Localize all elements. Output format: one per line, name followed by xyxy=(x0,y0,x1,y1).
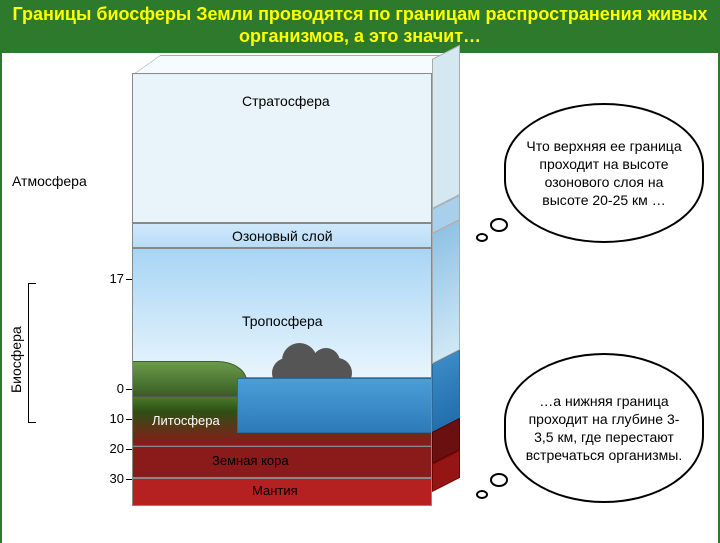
upper-bubble-text: Что верхняя ее граница проходит на высот… xyxy=(524,119,684,227)
stratosphere-label: Стратосфера xyxy=(242,93,330,109)
biosphere-bracket xyxy=(28,283,36,423)
bubble1-tail2 xyxy=(476,233,488,242)
tick-20: 20 xyxy=(94,441,124,456)
bubble1-tail1 xyxy=(490,218,508,232)
crust-label: Земная кора xyxy=(212,453,289,468)
atmosphere-label: Атмосфера xyxy=(12,173,87,189)
lower-bubble: …а нижняя граница проходит на глубине 3-… xyxy=(504,353,704,503)
biosphere-diagram: Атмосфера Биосфера 17 0 10 20 30 Стратос… xyxy=(42,63,472,533)
box-top-face xyxy=(132,55,461,75)
content-area: Атмосфера Биосфера 17 0 10 20 30 Стратос… xyxy=(2,53,718,543)
biosphere-label: Биосфера xyxy=(8,303,24,393)
bubble2-tail2 xyxy=(476,490,488,499)
land-hill xyxy=(132,361,247,396)
upper-bubble: Что верхняя ее граница проходит на высот… xyxy=(504,103,704,243)
troposphere-side xyxy=(432,220,460,364)
lower-bubble-text: …а нижняя граница проходит на глубине 3-… xyxy=(524,369,684,487)
tick-17: 17 xyxy=(94,271,124,286)
lithosphere-label: Литосфера xyxy=(152,413,220,428)
page-title: Границы биосферы Земли проводятся по гра… xyxy=(0,0,720,51)
tick-30: 30 xyxy=(94,471,124,486)
hydrosphere-layer xyxy=(237,378,432,433)
tick-0: 0 xyxy=(94,381,124,396)
mantle-label: Мантия xyxy=(252,483,298,498)
tick-10: 10 xyxy=(94,411,124,426)
earth-layers-3d: Стратосфера Озоновый слой Тропосфера Лит… xyxy=(132,73,432,513)
ozone-label: Озоновый слой xyxy=(232,228,333,244)
bubble2-tail1 xyxy=(490,473,508,487)
stratosphere-side xyxy=(432,45,460,209)
troposphere-label: Тропосфера xyxy=(242,313,323,329)
